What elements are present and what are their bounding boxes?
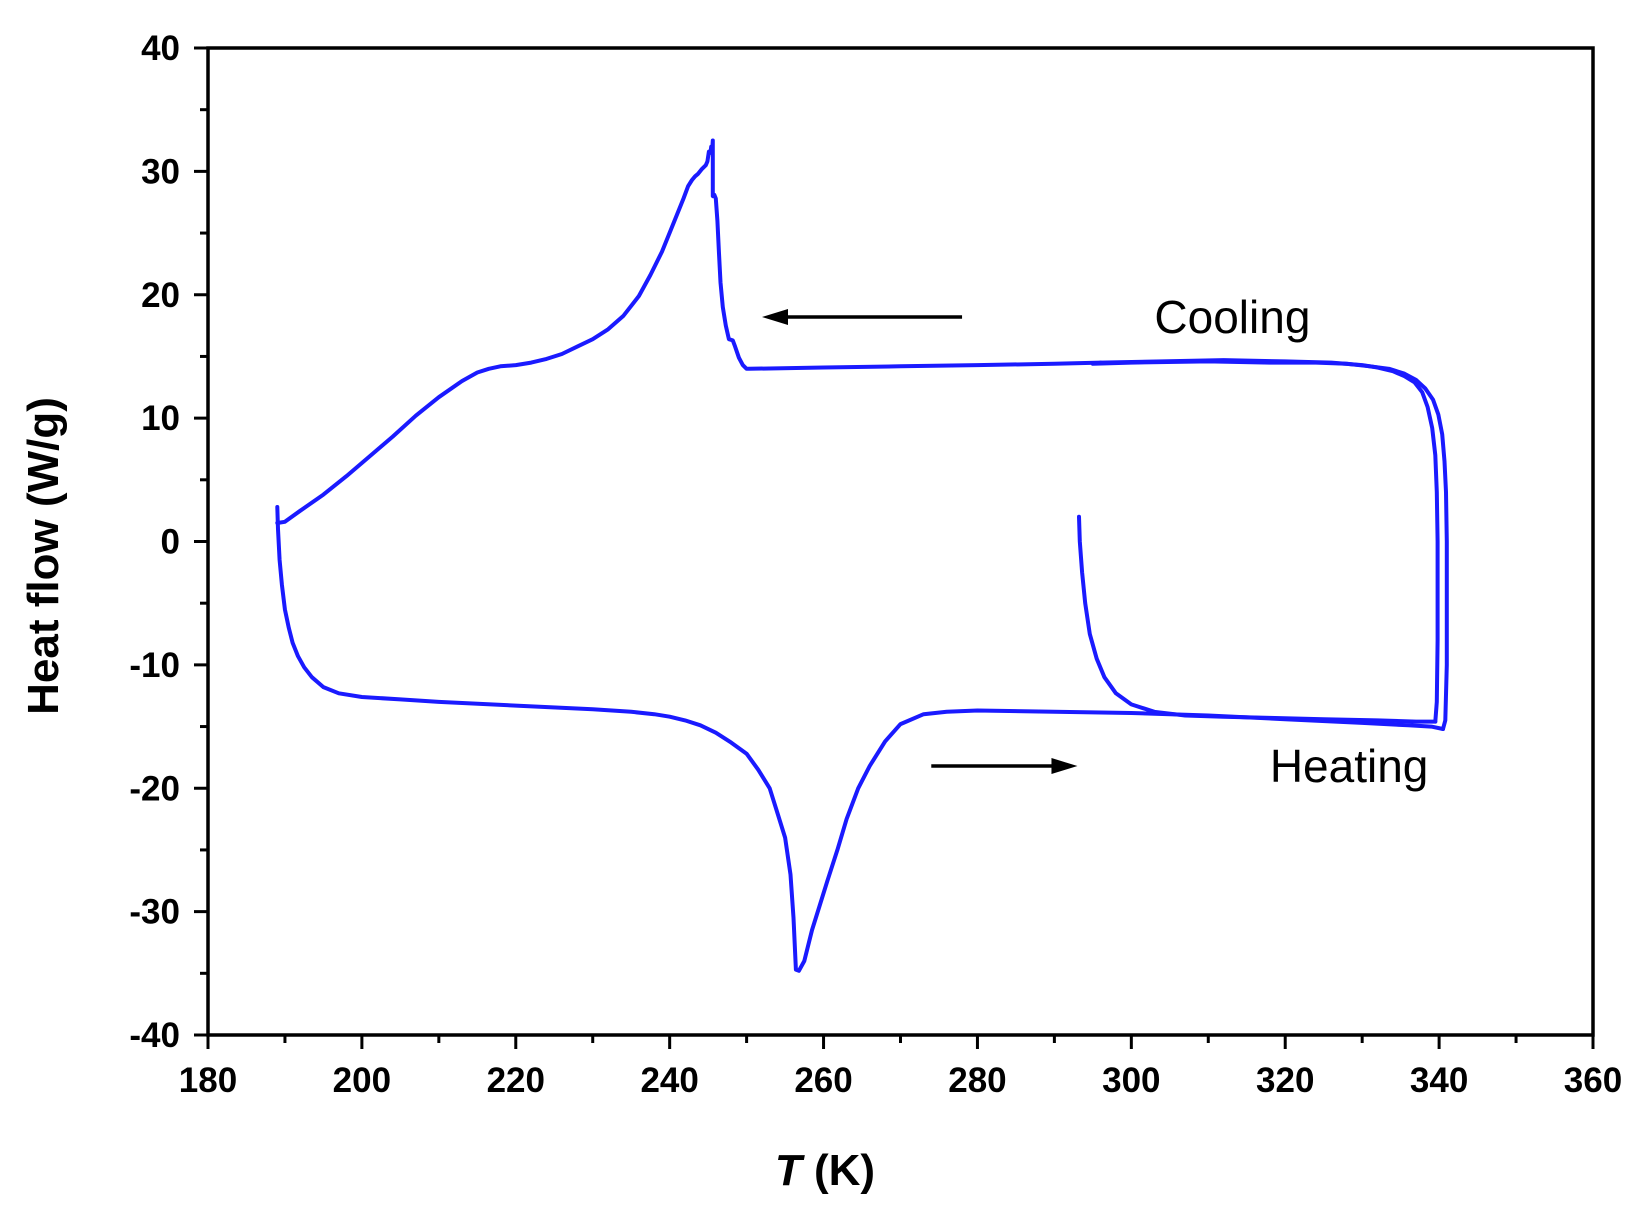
x-axis-symbol: T bbox=[775, 1146, 805, 1195]
tick-layer: 180 200 220 240 260 280 300 320 340 360-40-30-20-… bbox=[129, 29, 1622, 1100]
x-tick-label: 320 bbox=[1256, 1061, 1314, 1100]
x-tick-label: 260 bbox=[794, 1061, 852, 1100]
x-axis-unit: (K) bbox=[802, 1146, 875, 1195]
annotation-arrow-head bbox=[762, 308, 788, 325]
y-tick-label: 0 bbox=[161, 523, 180, 562]
x-tick-label: 220 bbox=[487, 1061, 545, 1100]
annotation-arrow-head bbox=[1051, 758, 1078, 775]
annotation-layer: Cooling Heating bbox=[762, 291, 1428, 792]
annotation-label: Cooling bbox=[1154, 291, 1310, 343]
y-tick-label: -10 bbox=[129, 646, 180, 685]
x-tick-label: 300 bbox=[1102, 1061, 1160, 1100]
x-tick-label: 340 bbox=[1410, 1061, 1468, 1100]
y-tick-label: 20 bbox=[141, 276, 180, 315]
y-tick-label: -40 bbox=[129, 1016, 180, 1055]
x-tick-label: 180 bbox=[179, 1061, 237, 1100]
x-axis-title: T (K) bbox=[775, 1146, 875, 1195]
x-tick-label: 240 bbox=[640, 1061, 698, 1100]
series-line-cooling bbox=[275, 138, 1103, 525]
y-tick-label: 30 bbox=[141, 152, 180, 191]
y-tick-label: -30 bbox=[129, 893, 180, 932]
plot-frame bbox=[206, 46, 1595, 1037]
x-tick-label: 280 bbox=[948, 1061, 1006, 1100]
x-tick-label: 360 bbox=[1564, 1061, 1622, 1100]
y-tick-label: 40 bbox=[141, 29, 180, 68]
annotation-label: Heating bbox=[1270, 740, 1429, 792]
x-tick-label: 200 bbox=[333, 1061, 391, 1100]
series-line-heating-return bbox=[1090, 359, 1449, 731]
y-tick-label: -20 bbox=[129, 769, 180, 808]
series-line-heating-up-to-max bbox=[1098, 358, 1440, 724]
y-tick-label: 10 bbox=[141, 399, 180, 438]
y-axis-title: Heat flow (W/g) bbox=[19, 397, 68, 715]
series-line-heating-start bbox=[1077, 514, 1438, 724]
curve-layer bbox=[275, 138, 1449, 973]
series-line-heating bbox=[275, 505, 1445, 973]
